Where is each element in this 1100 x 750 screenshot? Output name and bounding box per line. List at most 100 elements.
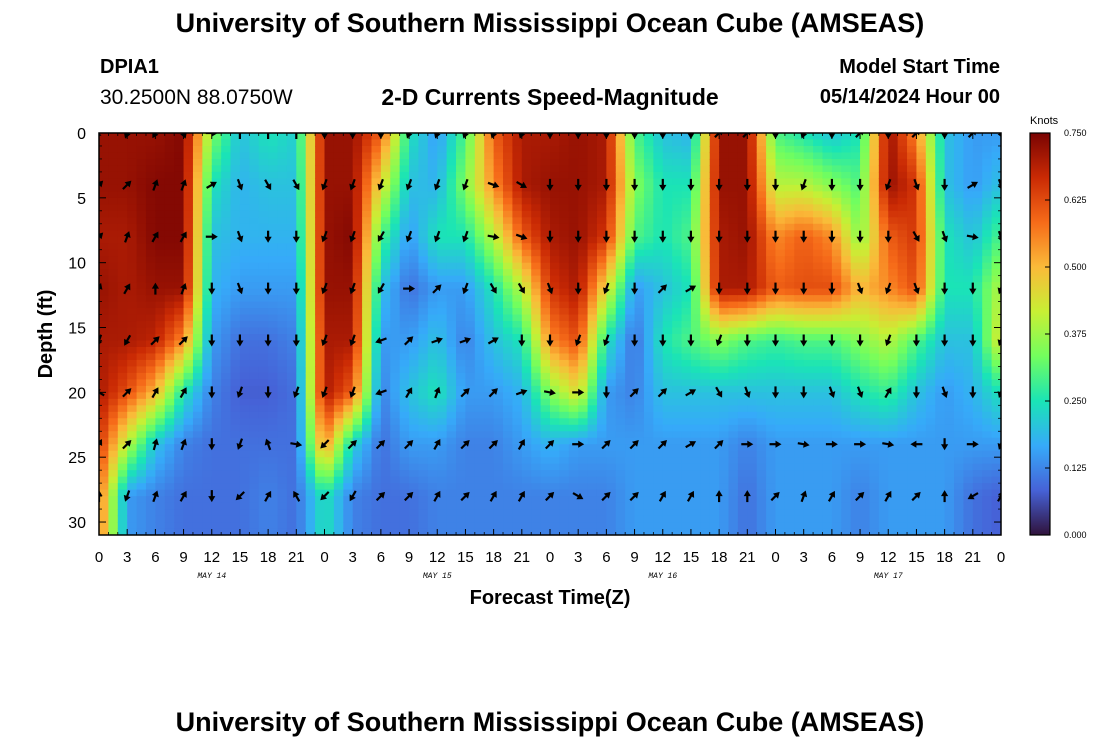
heatmap-cell	[239, 327, 250, 335]
heatmap-cell	[155, 275, 166, 283]
heatmap-cell	[127, 379, 138, 387]
heatmap-cell	[371, 392, 382, 400]
heatmap-cell	[427, 450, 438, 458]
heatmap-cell	[324, 522, 335, 530]
heatmap-cell	[117, 178, 128, 186]
heatmap-cell	[596, 236, 607, 244]
heatmap-cell	[512, 483, 523, 491]
heatmap-cell	[831, 366, 842, 374]
heatmap-cell	[794, 191, 805, 199]
heatmap-cell	[174, 450, 185, 458]
heatmap-cell	[277, 210, 288, 218]
heatmap-cell	[437, 269, 448, 277]
heatmap-cell	[258, 372, 269, 380]
heatmap-cell	[596, 379, 607, 387]
heatmap-cell	[456, 470, 467, 478]
heatmap-cell	[587, 489, 598, 497]
heatmap-cell	[211, 346, 222, 355]
heatmap-cell	[643, 463, 654, 471]
heatmap-cell	[239, 210, 250, 218]
heatmap-cell	[794, 145, 805, 154]
heatmap-cell	[709, 308, 720, 316]
heatmap-cell	[136, 171, 147, 179]
heatmap-cell	[230, 470, 241, 478]
heatmap-cell	[474, 334, 485, 342]
heatmap-cell	[728, 444, 739, 452]
heatmap-cell	[681, 496, 692, 504]
heatmap-cell	[813, 470, 824, 478]
heatmap-cell	[737, 346, 748, 355]
heatmap-cell	[690, 405, 701, 413]
heatmap-cell	[568, 385, 579, 393]
heatmap-cell	[99, 236, 109, 244]
heatmap-cell	[587, 243, 598, 251]
heatmap-cell	[587, 262, 598, 270]
heatmap-cell	[606, 210, 617, 218]
heatmap-cell	[183, 463, 194, 471]
heatmap-cell	[756, 522, 767, 530]
heatmap-cell	[484, 243, 495, 251]
heatmap-cell	[484, 269, 495, 277]
heatmap-cell	[211, 145, 222, 154]
heatmap-cell	[831, 275, 842, 283]
heatmap-cell	[211, 158, 222, 167]
heatmap-cell	[230, 321, 241, 329]
heatmap-cell	[409, 353, 420, 361]
heatmap-cell	[587, 353, 598, 361]
heatmap-cell	[230, 431, 241, 439]
heatmap-cell	[531, 528, 542, 535]
heatmap-cell	[324, 256, 335, 264]
heatmap-cell	[277, 444, 288, 452]
heatmap-cell	[315, 346, 326, 355]
heatmap-cell	[108, 489, 119, 497]
heatmap-cell	[221, 411, 232, 419]
heatmap-cell	[756, 230, 767, 238]
heatmap-cell	[766, 489, 777, 497]
heatmap-cell	[202, 321, 213, 329]
heatmap-cell	[700, 392, 711, 400]
heatmap-cell	[596, 230, 607, 238]
heatmap-cell	[803, 522, 814, 530]
heatmap-cell	[183, 522, 194, 530]
heatmap-cell	[117, 152, 128, 160]
heatmap-cell	[728, 210, 739, 218]
heatmap-cell	[456, 236, 467, 244]
heatmap-cell	[587, 424, 598, 432]
heatmap-cell	[841, 217, 852, 225]
heatmap-cell	[390, 424, 401, 432]
heatmap-cell	[164, 314, 175, 322]
heatmap-cell	[484, 372, 495, 380]
heatmap-cell	[427, 191, 438, 199]
heatmap-cell	[268, 418, 279, 426]
heatmap-cell	[831, 236, 842, 244]
heatmap-cell	[268, 197, 279, 205]
heatmap-cell	[550, 184, 560, 192]
heatmap-cell	[145, 457, 156, 465]
heatmap-cell	[418, 191, 429, 199]
heatmap-cell	[719, 366, 730, 374]
heatmap-cell	[277, 392, 288, 400]
heatmap-cell	[690, 457, 701, 465]
heatmap-cell	[737, 372, 748, 380]
heatmap-cell	[230, 359, 241, 368]
heatmap-cell	[108, 210, 119, 218]
heatmap-cell	[136, 327, 147, 335]
heatmap-cell	[747, 392, 758, 400]
heatmap-cell	[371, 171, 382, 179]
heatmap-cell	[615, 171, 626, 179]
heatmap-cell	[409, 171, 420, 179]
heatmap-cell	[756, 204, 767, 212]
heatmap-cell	[596, 372, 607, 380]
heatmap-cell	[653, 476, 664, 484]
heatmap-cell	[136, 483, 147, 491]
heatmap-cell	[850, 145, 861, 154]
heatmap-cell	[380, 269, 391, 277]
heatmap-cell	[634, 191, 645, 199]
heatmap-cell	[390, 476, 401, 484]
heatmap-cell	[596, 392, 607, 400]
heatmap-cell	[578, 314, 589, 322]
heatmap-cell	[155, 385, 166, 393]
heatmap-cell	[409, 470, 420, 478]
heatmap-cell	[568, 249, 579, 257]
heatmap-cell	[568, 223, 579, 231]
